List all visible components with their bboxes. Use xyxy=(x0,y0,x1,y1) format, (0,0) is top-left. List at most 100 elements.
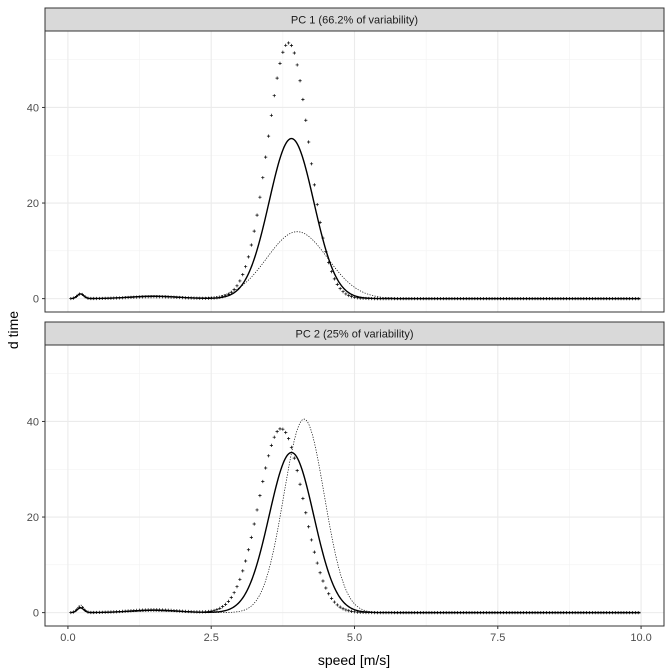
plus-marker xyxy=(370,610,374,615)
plus-marker xyxy=(370,296,374,301)
plus-marker xyxy=(344,608,348,612)
plus-marker xyxy=(350,609,354,613)
plus-marker xyxy=(117,609,122,614)
plus-marker xyxy=(335,282,339,287)
plus-marker xyxy=(195,296,199,300)
plus-marker xyxy=(129,609,133,613)
plus-marker xyxy=(350,295,354,299)
plus-marker xyxy=(178,295,182,300)
plus-marker xyxy=(80,292,84,297)
plus-marker xyxy=(201,610,205,614)
panel-1: PC 1 (66.2% of variability) 0 20 40 xyxy=(27,7,665,313)
plus-marker xyxy=(160,608,165,612)
plus-marker xyxy=(318,571,322,575)
plus-marker xyxy=(258,494,262,498)
plus-marker xyxy=(235,284,239,288)
plus-marker xyxy=(266,134,271,138)
plus-marker xyxy=(307,140,311,144)
plus-marker xyxy=(126,295,130,300)
plus-marker xyxy=(347,609,351,613)
plus-marker xyxy=(318,220,322,224)
y-tick-label: 0 xyxy=(33,608,39,620)
plus-marker xyxy=(361,296,365,300)
plus-marker xyxy=(266,454,271,458)
plus-marker xyxy=(244,265,248,269)
plus-marker xyxy=(352,295,357,299)
plus-marker xyxy=(132,608,136,613)
panel-border xyxy=(44,30,665,313)
plus-marker xyxy=(364,296,368,301)
plus-marker xyxy=(221,295,225,299)
y-tick-label: 0 xyxy=(33,294,39,306)
plus-marker xyxy=(390,297,394,301)
plus-marker xyxy=(275,429,279,434)
x-axis-title: speed [m/s] xyxy=(318,652,390,668)
plus-marker xyxy=(344,292,348,296)
plus-marker xyxy=(180,296,185,300)
y-axis-title: d time xyxy=(5,311,21,349)
plus-marker xyxy=(269,443,273,447)
plus-marker xyxy=(309,538,314,542)
x-tick-label: 7.5 xyxy=(490,632,505,644)
x-tick-label: 10.0 xyxy=(630,632,651,644)
plus-marker xyxy=(327,261,331,265)
plus-marker xyxy=(246,255,251,259)
facet-strip-label: PC 2 (25% of variability) xyxy=(296,329,414,341)
plus-marker xyxy=(361,610,365,615)
plus-marker xyxy=(393,297,397,301)
plus-marker xyxy=(195,610,199,614)
plus-marker xyxy=(304,511,308,515)
plus-marker xyxy=(329,596,334,600)
plus-marker xyxy=(238,279,242,283)
plus-marker xyxy=(123,296,127,300)
plus-marker xyxy=(221,605,225,609)
plus-marker xyxy=(192,296,196,300)
y-tick-label: 40 xyxy=(27,102,39,114)
series-markers-plus xyxy=(69,41,640,301)
plus-marker xyxy=(284,430,288,435)
plus-marker xyxy=(375,297,380,301)
plus-marker xyxy=(358,296,362,300)
plus-marker xyxy=(315,561,319,565)
plus-marker xyxy=(77,605,81,609)
panels-layer: PC 1 (66.2% of variability) 0 20 40 PC 2 (25… xyxy=(27,7,665,644)
plus-marker xyxy=(80,606,84,610)
plus-marker xyxy=(264,155,268,159)
plus-marker xyxy=(295,469,299,473)
plus-marker xyxy=(152,608,156,612)
plus-marker xyxy=(186,296,190,300)
plus-marker xyxy=(143,295,147,299)
plus-marker xyxy=(264,466,268,470)
plus-marker xyxy=(246,548,251,552)
plus-marker xyxy=(163,608,167,612)
plus-marker xyxy=(281,50,285,54)
plus-marker xyxy=(335,603,339,607)
plus-marker xyxy=(298,79,302,83)
plus-marker xyxy=(272,94,276,98)
plus-marker xyxy=(372,610,377,615)
x-tick-label: 0.0 xyxy=(60,632,75,644)
plus-marker xyxy=(367,296,371,301)
facet-strip-label: PC 1 (66.2% of variability) xyxy=(291,15,418,27)
plus-marker xyxy=(223,294,228,298)
plus-marker xyxy=(135,608,139,612)
plus-marker xyxy=(347,293,351,298)
plus-marker xyxy=(223,602,228,606)
plus-marker xyxy=(332,277,337,281)
plus-marker xyxy=(284,43,288,47)
plus-marker xyxy=(201,296,205,300)
series-line-minus xyxy=(70,418,641,613)
plus-marker xyxy=(324,249,328,254)
plus-marker xyxy=(304,118,308,122)
plus-marker xyxy=(355,296,359,300)
y-tick-label: 20 xyxy=(27,512,39,524)
plus-marker xyxy=(321,579,325,583)
plus-marker xyxy=(255,508,259,512)
plus-marker xyxy=(258,195,262,199)
plus-marker xyxy=(241,273,245,277)
plus-marker xyxy=(249,535,253,539)
plus-marker xyxy=(186,609,190,614)
plus-marker xyxy=(155,608,159,612)
plus-marker xyxy=(123,609,127,613)
plus-marker xyxy=(341,607,345,611)
